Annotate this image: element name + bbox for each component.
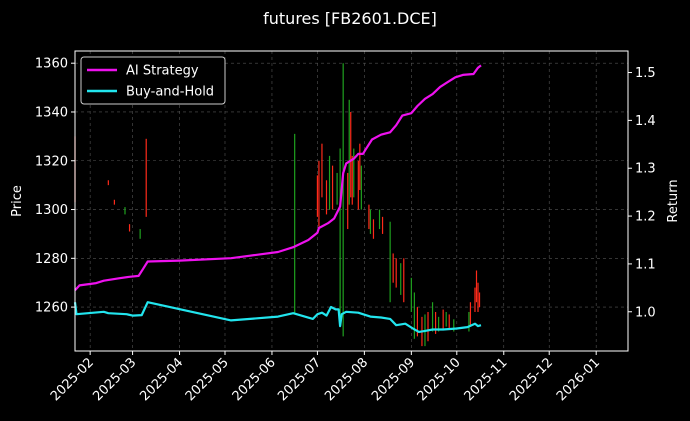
y2-tick-label: 1.3 — [635, 162, 656, 177]
y-tick-label: 1300 — [35, 203, 68, 218]
y2-tick-label: 1.0 — [635, 305, 656, 320]
y-tick-label: 1360 — [35, 57, 68, 72]
y-tick-label: 1340 — [35, 105, 68, 120]
plot-frame — [74, 50, 629, 352]
y-tick-label: 1320 — [35, 154, 68, 169]
y-tick-label: 1280 — [35, 252, 68, 267]
series-line-ai-strategy — [74, 64, 482, 291]
legend: AI Strategy Buy-and-Hold — [80, 56, 226, 105]
legend-label: AI Strategy — [126, 64, 199, 79]
y-axis-label: Price — [10, 185, 25, 217]
series-line-buy-and-hold — [73, 301, 482, 333]
legend-label: Buy-and-Hold — [126, 85, 214, 100]
y2-tick-label: 1.1 — [635, 257, 656, 272]
candlesticks — [74, 63, 481, 347]
y2-tick-label: 1.4 — [635, 114, 656, 129]
series-lines — [73, 64, 482, 333]
y-axis-left: 1260 1280 1300 1320 1340 1360 — [35, 57, 75, 316]
y2-tick-label: 1.5 — [635, 66, 656, 81]
chart-title: futures [FB2601.DCE] — [263, 9, 437, 28]
y-axis-right: 1.0 1.1 1.2 1.3 1.4 1.5 — [628, 66, 656, 320]
y-tick-label: 1260 — [35, 301, 68, 316]
y2-tick-label: 1.2 — [635, 210, 656, 225]
y2-axis-label: Return — [666, 179, 681, 222]
